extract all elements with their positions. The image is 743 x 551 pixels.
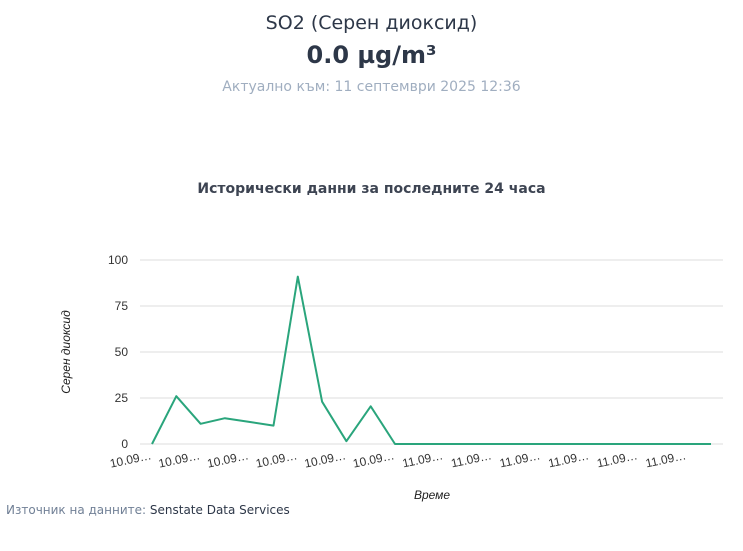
y-axis-ticks: 0 25 50 75 100	[108, 253, 128, 451]
x-tick-label: 11.09…	[498, 448, 541, 470]
y-tick-label: 50	[115, 345, 129, 359]
x-tick-label: 10.09…	[109, 448, 153, 470]
y-tick-label: 0	[121, 437, 128, 451]
updated-timestamp: Актуално към: 11 септември 2025 12:36	[222, 79, 521, 95]
y-tick-label: 100	[108, 253, 128, 267]
data-source: Източник на данните: Senstate Data Servi…	[6, 503, 290, 517]
chart-title: Исторически данни за последните 24 часа	[197, 181, 546, 197]
x-tick-label: 10.09…	[352, 448, 396, 470]
x-tick-label: 11.09…	[547, 448, 590, 470]
y-tick-label: 25	[115, 391, 129, 405]
x-tick-label: 10.09…	[157, 448, 201, 470]
x-tick-label: 11.09…	[596, 448, 639, 470]
x-tick-label: 11.09…	[401, 448, 444, 470]
source-name: Senstate Data Services	[149, 503, 290, 517]
x-tick-label: 10.09…	[303, 448, 347, 470]
series-line	[151, 275, 711, 445]
x-axis-label: Време	[414, 488, 450, 502]
grid-lines	[140, 259, 723, 445]
y-axis-label: Серен диоксид	[59, 310, 73, 394]
source-label: Източник на данните:	[6, 503, 147, 517]
x-tick-label: 10.09…	[206, 448, 250, 470]
x-axis-ticks: 10.09… 10.09… 10.09… 10.09… 10.09… 10.09… 11.0…	[109, 448, 688, 470]
current-value: 0.0 µg/m³	[306, 41, 437, 69]
x-tick-label: 11.09…	[450, 448, 493, 470]
pollutant-title: SO2 (Серен диоксид)	[265, 12, 478, 34]
x-tick-label: 10.09…	[254, 448, 298, 470]
y-tick-label: 75	[115, 299, 129, 313]
x-tick-label: 11.09…	[644, 448, 687, 470]
